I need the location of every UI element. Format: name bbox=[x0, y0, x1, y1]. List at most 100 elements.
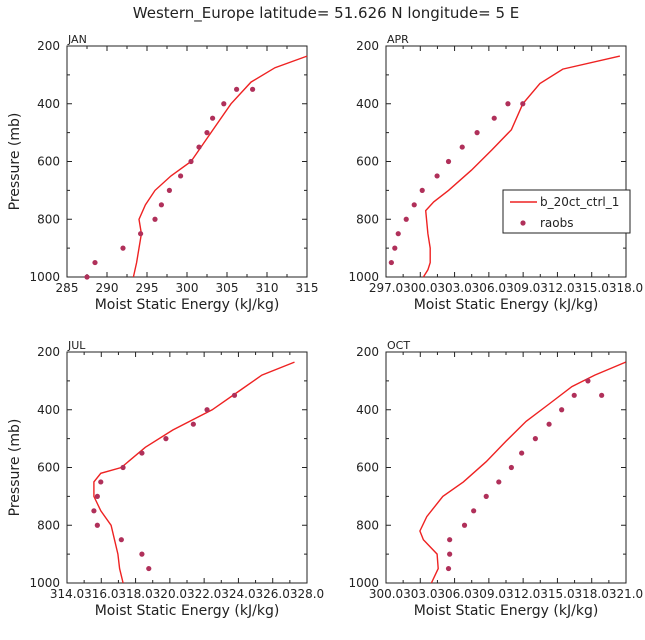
x-tick-label: 305 bbox=[216, 281, 239, 295]
y-tick-label: 1000 bbox=[29, 270, 60, 284]
y-tick-label: 600 bbox=[37, 155, 60, 169]
obs-point bbox=[146, 565, 152, 572]
x-tick-label: 314.0 bbox=[50, 587, 84, 601]
obs-point bbox=[505, 101, 511, 107]
obs-point bbox=[508, 464, 514, 471]
obs-point bbox=[599, 392, 605, 398]
y-tick-label: 600 bbox=[356, 461, 379, 475]
obs-point bbox=[411, 202, 417, 208]
obs-point bbox=[434, 173, 440, 179]
legend-dot-label: raobs bbox=[540, 216, 574, 230]
x-tick-label: 285 bbox=[56, 281, 79, 295]
obs-point bbox=[585, 378, 591, 384]
panel-oct: OCT 300.0 303.0 306.0 309.0 312.0 315.0 318.0 32… bbox=[348, 339, 643, 619]
y-tick-label: 800 bbox=[356, 518, 379, 532]
x-tick-label: 306.0 bbox=[437, 587, 471, 601]
panel-jan: JAN 285 290 295 300 305 310 315 200 400 600 800 1000… bbox=[7, 33, 318, 313]
y-tick-label: 200 bbox=[37, 39, 60, 53]
x-tick-label: 312.0 bbox=[540, 281, 574, 295]
x-tick-label: 310 bbox=[256, 281, 279, 295]
obs-point bbox=[461, 522, 468, 528]
x-tick-label: 318.0 bbox=[575, 587, 609, 601]
obs-point bbox=[118, 537, 124, 543]
obs-point bbox=[204, 130, 210, 136]
y-tick-label: 600 bbox=[37, 461, 60, 475]
obs-point bbox=[546, 421, 552, 427]
obs-point bbox=[178, 173, 184, 179]
x-tick-label: 300.0 bbox=[369, 587, 403, 601]
x-tick-label: 295 bbox=[136, 281, 159, 295]
legend-box bbox=[502, 189, 631, 234]
panel-apr: APR 297.0 300.0 303.0 306.0 309.0 312.0 315.0 31… bbox=[348, 33, 643, 313]
y-tick-label: 400 bbox=[356, 403, 379, 417]
obs-point bbox=[532, 436, 538, 442]
panel-label: JUL bbox=[67, 339, 86, 352]
obs-point bbox=[94, 522, 100, 528]
obs-point bbox=[139, 450, 145, 456]
obs-point bbox=[392, 245, 398, 251]
x-tick-label: 324.0 bbox=[221, 587, 255, 601]
legend-line-label: b_20ct_ctrl_1 bbox=[540, 195, 619, 209]
obs-point bbox=[98, 479, 104, 485]
plot-frame bbox=[66, 45, 308, 278]
x-tick-label: 300.0 bbox=[403, 281, 437, 295]
y-tick-label: 1000 bbox=[348, 576, 379, 590]
x-tick-label: 300 bbox=[176, 281, 199, 295]
obs-point bbox=[138, 231, 144, 237]
x-tick-label: 328.0 bbox=[290, 587, 324, 601]
x-tick-label: 326.0 bbox=[256, 587, 290, 601]
obs-point bbox=[496, 479, 502, 485]
plot-frame bbox=[385, 45, 627, 278]
y-tick-label: 200 bbox=[356, 345, 379, 359]
obs-point bbox=[250, 86, 256, 92]
x-tick-label: 315.0 bbox=[575, 281, 609, 295]
y-tick-label: 400 bbox=[356, 97, 379, 111]
obs-point bbox=[483, 493, 489, 499]
obs-point bbox=[471, 508, 477, 514]
figure-title: Western_Europe latitude= 51.626 N longit… bbox=[133, 4, 519, 23]
panels-group: JAN 285 290 295 300 305 310 315 200 400 600 800 1000… bbox=[7, 33, 643, 619]
obs-point bbox=[445, 565, 452, 572]
obs-point bbox=[519, 450, 525, 456]
model-line bbox=[422, 55, 621, 278]
obs-point bbox=[447, 551, 453, 557]
y-tick-label: 800 bbox=[356, 212, 379, 226]
obs-point bbox=[139, 551, 145, 557]
obs-point bbox=[204, 407, 210, 413]
obs-point bbox=[419, 187, 425, 193]
x-tick-label: 309.0 bbox=[506, 281, 540, 295]
panel-jul: JUL 314.0 316.0 318.0 320.0 322.0 324.0 326.0 32… bbox=[7, 339, 324, 619]
y-axis-label: Pressure (mb) bbox=[7, 113, 23, 211]
obs-point bbox=[403, 216, 409, 222]
panel-label: JAN bbox=[67, 33, 87, 46]
x-tick-label: 316.0 bbox=[84, 587, 118, 601]
x-tick-label: 303.0 bbox=[437, 281, 471, 295]
y-tick-label: 200 bbox=[356, 39, 379, 53]
y-tick-label: 600 bbox=[356, 155, 379, 169]
x-tick-label: 321.0 bbox=[609, 587, 643, 601]
obs-point bbox=[166, 187, 172, 193]
x-tick-label: 320.0 bbox=[153, 587, 187, 601]
x-tick-label: 290 bbox=[96, 281, 119, 295]
obs-point bbox=[520, 101, 526, 107]
obs-point bbox=[234, 86, 240, 92]
obs-point bbox=[158, 202, 164, 208]
model-line bbox=[419, 361, 626, 584]
plot-frame bbox=[66, 351, 308, 584]
obs-point bbox=[120, 464, 126, 471]
y-tick-label: 1000 bbox=[29, 576, 60, 590]
model-line bbox=[132, 55, 308, 278]
x-axis-label: Moist Static Energy (kJ/kg) bbox=[414, 603, 599, 619]
panel-label: OCT bbox=[387, 339, 410, 352]
obs-point bbox=[571, 392, 577, 398]
y-tick-label: 400 bbox=[37, 403, 60, 417]
obs-point bbox=[221, 101, 227, 107]
obs-point bbox=[388, 259, 394, 266]
obs-point bbox=[196, 144, 202, 150]
x-tick-label: 315.0 bbox=[540, 587, 574, 601]
obs-point bbox=[152, 216, 158, 222]
y-tick-label: 800 bbox=[37, 518, 60, 532]
obs-point bbox=[92, 259, 98, 266]
plot-frame bbox=[385, 351, 627, 584]
